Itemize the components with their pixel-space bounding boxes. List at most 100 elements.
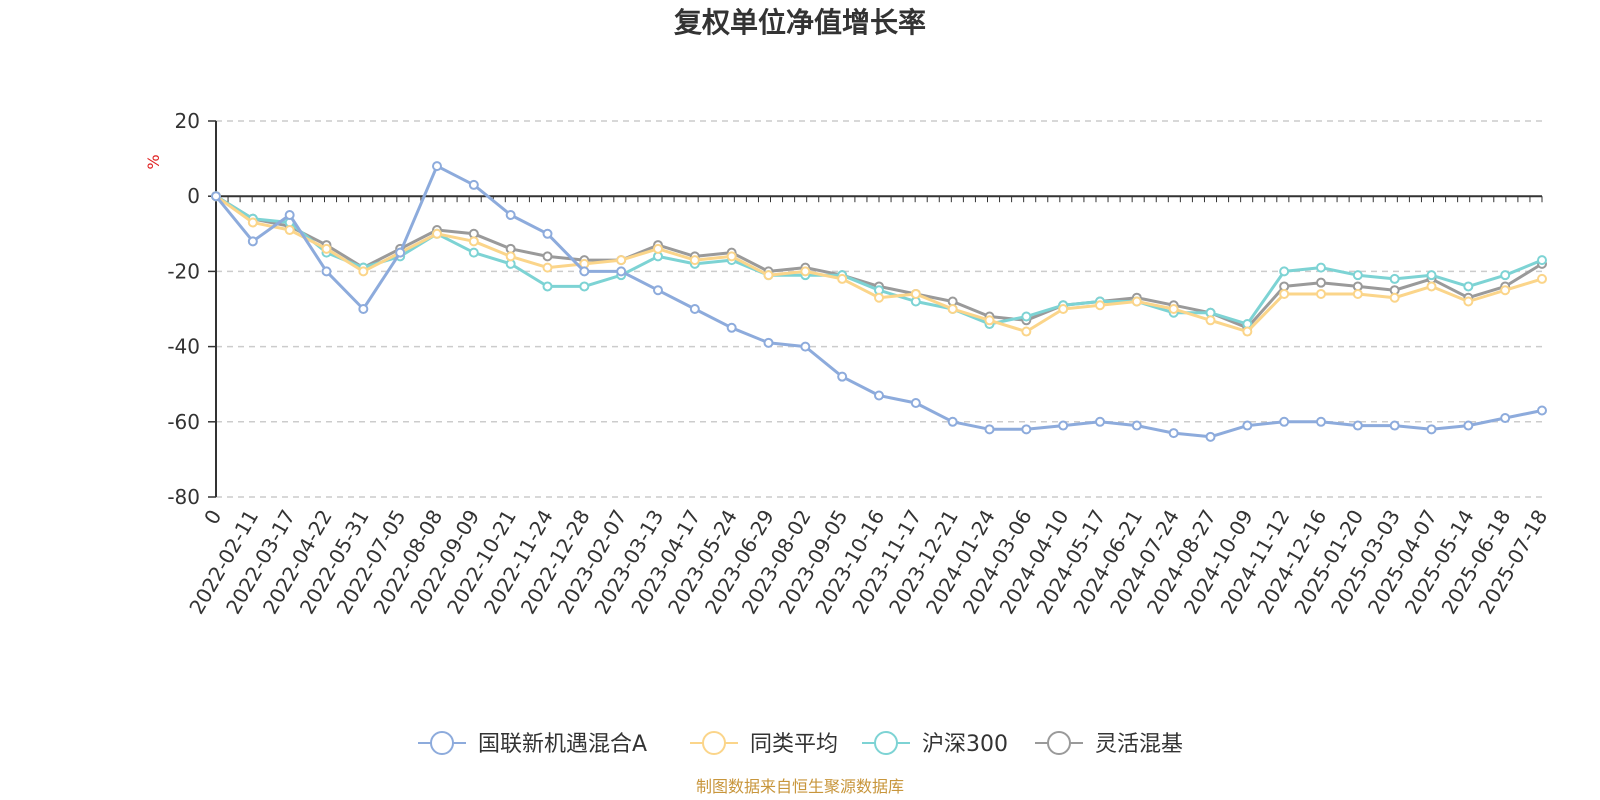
data-point <box>800 266 811 277</box>
data-point <box>910 398 921 408</box>
data-point <box>1316 416 1326 427</box>
data-point <box>1168 304 1179 314</box>
y-tick-label: -40 <box>167 335 200 359</box>
series-1 <box>211 191 1547 337</box>
legend-label: 灵活混基 <box>1095 732 1183 757</box>
data-point <box>358 304 369 314</box>
data-point <box>1500 413 1511 424</box>
data-point <box>247 217 258 228</box>
data-point <box>689 304 700 314</box>
data-point <box>910 288 921 299</box>
data-point <box>1500 270 1511 281</box>
data-point <box>395 247 406 258</box>
data-point <box>1058 304 1069 314</box>
data-point <box>321 243 332 254</box>
y-tick-label: -60 <box>167 410 200 434</box>
legend-item[interactable]: 灵活混基 <box>1035 731 1183 757</box>
data-point <box>763 337 774 348</box>
source-note: 制图数据来自恒生聚源数据库 <box>696 777 904 796</box>
legend[interactable]: 国联新机遇混合A 同类平均 沪深300 灵活混基 <box>418 731 1183 757</box>
data-point <box>1352 270 1363 281</box>
data-point <box>984 424 995 435</box>
data-point <box>1316 288 1326 299</box>
data-point <box>1279 266 1290 277</box>
data-point <box>247 236 258 247</box>
y-tick-label: 20 <box>175 109 200 133</box>
data-point <box>432 228 442 239</box>
data-point <box>1389 292 1400 303</box>
data-point <box>653 285 663 296</box>
data-point <box>653 243 663 254</box>
data-point <box>468 236 479 247</box>
data-point <box>1316 277 1326 288</box>
data-point <box>1426 281 1437 292</box>
data-point <box>579 281 590 292</box>
data-point <box>1537 255 1547 266</box>
axes: 200-20-40-60-8002022-02-112022-03-172022… <box>167 109 1552 618</box>
data-point <box>800 341 811 352</box>
legend-marker <box>430 731 454 755</box>
legend-label: 同类平均 <box>750 732 838 757</box>
data-point <box>947 304 958 314</box>
data-point <box>616 255 627 266</box>
data-point <box>542 262 553 273</box>
data-point <box>1279 416 1290 427</box>
data-point <box>837 273 848 284</box>
data-point <box>984 315 995 326</box>
data-point <box>874 292 884 303</box>
data-point <box>1168 428 1179 439</box>
chart-title: 复权单位净值增长率 <box>674 6 926 39</box>
data-point <box>1352 420 1363 431</box>
data-point <box>1463 420 1474 431</box>
data-point <box>321 266 332 277</box>
data-point <box>1021 424 1032 435</box>
series-3 <box>211 191 1547 333</box>
data-point <box>1279 288 1290 299</box>
data-point <box>1242 420 1253 431</box>
legend-label: 国联新机遇混合A <box>478 732 647 757</box>
legend-marker <box>702 731 726 755</box>
data-point <box>1537 273 1547 284</box>
y-tick-label: 0 <box>187 184 200 208</box>
data-point <box>616 266 627 277</box>
data-point <box>1500 285 1511 296</box>
y-tick-label: -20 <box>167 259 200 283</box>
series-2 <box>211 191 1547 330</box>
legend-label: 沪深300 <box>922 732 1008 757</box>
data-point <box>1021 326 1032 337</box>
data-point <box>542 281 553 292</box>
data-point <box>763 270 774 281</box>
legend-item[interactable]: 同类平均 <box>690 731 838 757</box>
data-point <box>1242 326 1253 337</box>
data-point <box>542 251 553 262</box>
data-point <box>1389 273 1400 284</box>
grid-lines <box>216 120 1542 498</box>
data-point <box>726 251 737 262</box>
legend-marker <box>874 731 898 755</box>
x-tick-label: 0 <box>199 506 226 529</box>
data-point <box>1205 431 1216 442</box>
legend-item[interactable]: 国联新机遇混合A <box>418 731 647 757</box>
data-point <box>689 255 700 266</box>
y-axis-unit: % <box>144 154 163 169</box>
data-point <box>505 251 516 262</box>
data-point <box>874 390 884 401</box>
data-point <box>284 210 295 220</box>
data-point <box>211 191 221 202</box>
data-point <box>284 225 295 236</box>
data-point <box>468 247 479 258</box>
data-point <box>1205 315 1216 326</box>
data-point <box>1316 262 1326 273</box>
data-point <box>1463 281 1474 292</box>
data-point <box>1095 416 1105 427</box>
data-point <box>505 210 516 220</box>
data-point <box>579 266 590 277</box>
data-point <box>1537 405 1547 416</box>
data-point <box>1352 288 1363 299</box>
data-point <box>1131 420 1142 431</box>
data-point <box>726 322 737 333</box>
legend-marker <box>1047 731 1071 755</box>
legend-item[interactable]: 沪深300 <box>862 731 1008 757</box>
y-tick-label: -80 <box>167 485 200 509</box>
